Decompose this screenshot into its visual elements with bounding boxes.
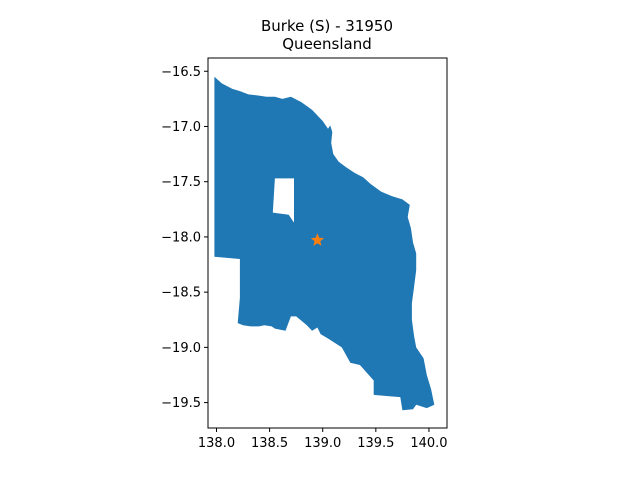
y-tick-label: −17.5 <box>161 175 201 190</box>
y-tick-label: −18.5 <box>161 286 201 301</box>
y-tick-label: −19.0 <box>161 341 201 356</box>
y-tick-label: −17.0 <box>161 120 201 135</box>
x-tick-label: 138.5 <box>251 436 288 451</box>
location-star-marker <box>310 233 325 246</box>
x-tick-label: 138.0 <box>198 436 235 451</box>
region-shape <box>214 76 435 411</box>
chart-title: Burke (S) - 31950 <box>261 17 393 35</box>
map-layer <box>214 76 435 411</box>
y-tick-label: −19.5 <box>161 396 201 411</box>
plot-frame <box>207 57 448 429</box>
chart-subtitle: Queensland <box>282 35 371 53</box>
y-tick-label: −18.0 <box>161 230 201 245</box>
x-tick-label: 139.0 <box>304 436 341 451</box>
x-tick-label: 140.0 <box>410 436 447 451</box>
x-tick-label: 139.5 <box>357 436 394 451</box>
axis-ticks: 138.0 138.5 139.0 139.5 140.0 −16.5 −17.0 −17.5… <box>161 65 447 451</box>
y-tick-label: −16.5 <box>161 65 201 80</box>
